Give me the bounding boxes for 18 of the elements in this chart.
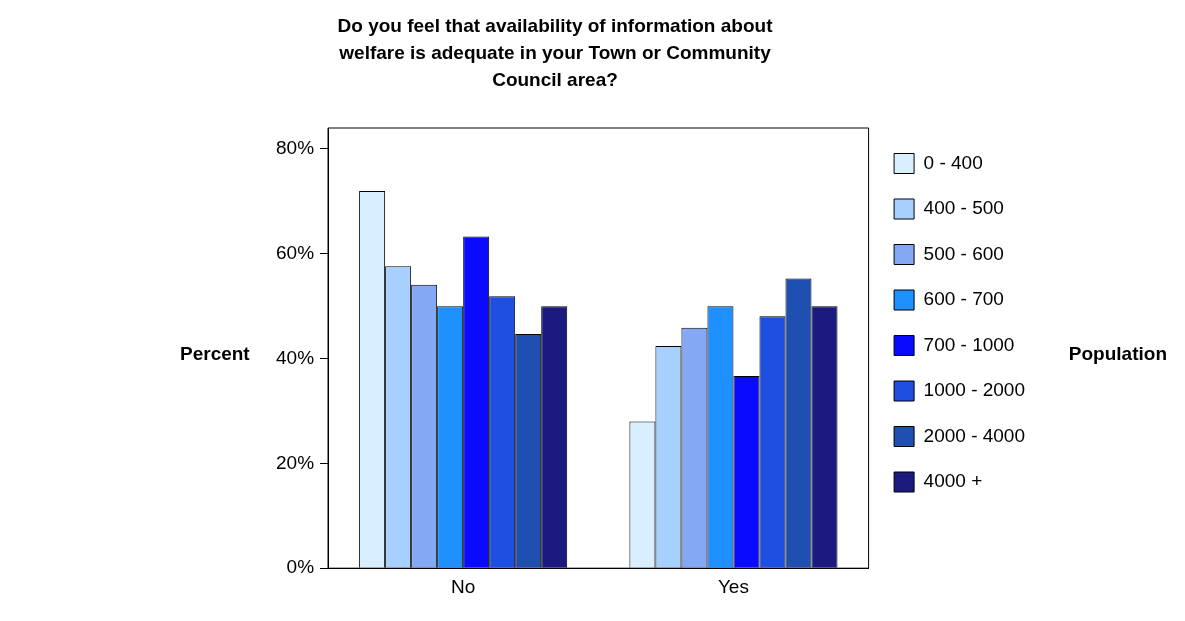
y-tick-label: 20%: [276, 451, 315, 473]
legend-label: 0 - 400: [923, 151, 983, 173]
legend-label: 2000 - 4000: [923, 424, 1025, 446]
y-tick-label: 0%: [286, 556, 315, 578]
legend-label: 600 - 700: [923, 288, 1004, 310]
x-tick-label: No: [451, 575, 476, 597]
legend-label: 700 - 1000: [923, 333, 1015, 355]
legend-label: 500 - 600: [923, 242, 1004, 264]
x-tick-label: Yes: [717, 575, 749, 597]
legend-label: 400 - 500: [923, 197, 1004, 219]
y-axis-title: Percent: [180, 343, 250, 365]
chart-title: Do you feel that availability of information about welfare is adequate in your Town or Community Council area?: [336, 14, 774, 92]
y-tick-label: 40%: [276, 346, 315, 368]
legend-label: 4000 +: [923, 470, 983, 492]
y-tick-label: 80%: [276, 137, 315, 159]
y-tick-label: 60%: [276, 242, 315, 264]
legend-title: Population: [1068, 343, 1167, 365]
legend-label: 1000 - 2000: [923, 379, 1025, 401]
